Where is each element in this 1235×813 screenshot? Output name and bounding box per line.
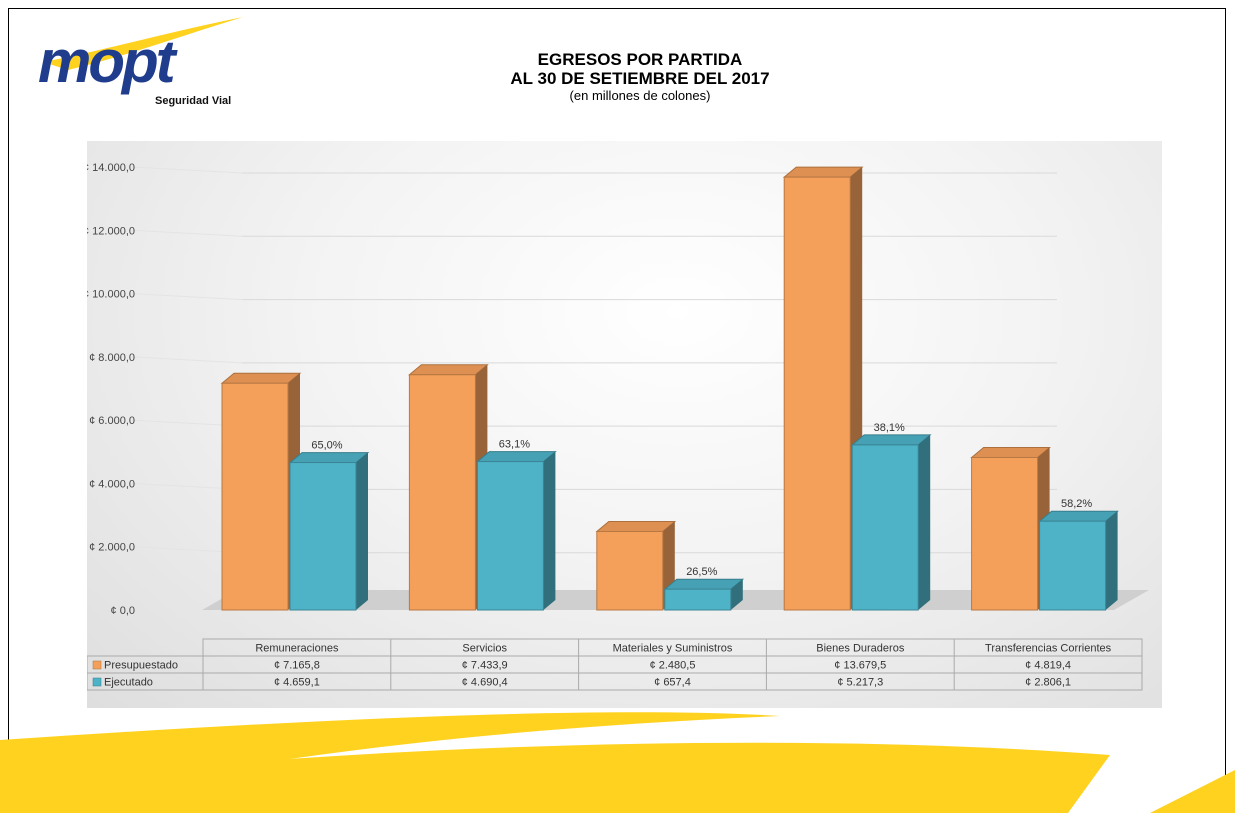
data-table-cell: ¢ 4.690,4 [462, 677, 508, 689]
bar-ejecutado [1039, 520, 1107, 611]
y-tick-label: ¢ 6.000,0 [89, 415, 135, 427]
chart-title-block: EGRESOS POR PARTIDA AL 30 DE SETIEMBRE D… [380, 50, 900, 104]
legend-swatch-ejecutado [92, 677, 102, 687]
bar-top-ejecutado [663, 578, 745, 590]
bar-top-ejecutado [288, 452, 370, 464]
x-category-label: Bienes Duraderos [816, 643, 905, 655]
bar-ejecutado [664, 588, 732, 611]
x-category-label: Materiales y Suministros [613, 643, 733, 655]
legend-label-ejecutado: Ejecutado [104, 677, 153, 689]
execution-pct-label: 38,1% [874, 422, 905, 434]
data-table-cell: ¢ 4.819,4 [1025, 660, 1071, 672]
execution-pct-label: 58,2% [1061, 498, 1092, 510]
slide-frame [8, 8, 1226, 812]
bar-presupuestado [408, 374, 476, 611]
y-tick-label: ¢ 2.000,0 [89, 542, 135, 554]
data-table-cell: ¢ 4.659,1 [274, 677, 320, 689]
x-category-label: Servicios [462, 643, 507, 655]
logo-subtext: Seguridad Vial [155, 95, 231, 107]
data-table-cell: ¢ 7.165,8 [274, 660, 320, 672]
x-category-label: Transferencias Corrientes [985, 643, 1112, 655]
yellow-swoosh-main [0, 712, 780, 813]
yellow-swoosh-right [1150, 770, 1235, 813]
bar-side-ejecutado [918, 434, 931, 610]
bar-ejecutado [476, 461, 544, 611]
logo-swoosh [43, 17, 243, 70]
bar-top-ejecutado [476, 451, 557, 463]
y-tick-label: ¢ 0,0 [111, 605, 135, 617]
bar-top-presupuestado [782, 166, 864, 178]
y-tick-label: ¢ 8.000,0 [89, 352, 135, 364]
legend-label-presupuestado: Presupuestado [104, 660, 178, 672]
bar-side-ejecutado [356, 452, 368, 610]
bar-side-ejecutado [543, 451, 556, 610]
bar-presupuestado [971, 457, 1039, 611]
bar-ejecutado [289, 462, 357, 611]
logo-text: mopt [38, 28, 179, 95]
bar-top-presupuestado [220, 372, 302, 384]
chart-subtitle: (en millones de colones) [569, 88, 711, 103]
chart-title-line-1: EGRESOS POR PARTIDA [537, 50, 743, 69]
chart-title-line-2: AL 30 DE SETIEMBRE DEL 2017 [510, 69, 770, 88]
gridline-diagonal [131, 229, 243, 237]
execution-pct-label: 63,1% [499, 439, 530, 451]
gridline-diagonal [131, 293, 243, 301]
data-table-cell: ¢ 13.679,5 [834, 660, 886, 672]
bar-top-ejecutado [1038, 510, 1119, 522]
y-tick-label: ¢ 14.000,0 [87, 162, 135, 174]
gridline-diagonal [131, 166, 243, 174]
bar-top-presupuestado [595, 521, 677, 533]
execution-pct-label: 26,5% [686, 566, 717, 578]
yellow-swoosh-band [0, 712, 1235, 813]
mopt-logo: mopt Seguridad Vial [38, 17, 243, 107]
bar-top-ejecutado [850, 434, 932, 446]
bar-presupuestado [783, 176, 851, 611]
x-category-label: Remuneraciones [255, 643, 339, 655]
bar-side-ejecutado [730, 579, 743, 610]
bar-top-presupuestado [970, 447, 1051, 459]
bar-presupuestado [596, 531, 664, 611]
data-table-cell: ¢ 2.480,5 [650, 660, 696, 672]
chart-panel: ¢ 0,0 ¢ 2.000,0 ¢ 4.000,0 ¢ 6.000,0 ¢ 8.000,… [87, 141, 1162, 708]
data-table-cell: ¢ 5.217,3 [837, 677, 883, 689]
chart-canvas: ¢ 0,0 ¢ 2.000,0 ¢ 4.000,0 ¢ 6.000,0 ¢ 8.000,… [87, 162, 1149, 691]
legend-swatch-presupuestado [92, 660, 102, 670]
y-tick-label: ¢ 4.000,0 [89, 478, 135, 490]
bar-presupuestado [221, 382, 289, 611]
y-tick-label: ¢ 10.000,0 [87, 289, 135, 301]
data-table-cell: ¢ 7.433,9 [462, 660, 508, 672]
execution-pct-label: 65,0% [311, 440, 342, 452]
gridline-diagonal [131, 356, 243, 364]
data-table-cell: ¢ 657,4 [654, 677, 691, 689]
y-tick-label: ¢ 12.000,0 [87, 225, 135, 237]
yellow-swoosh-wide [0, 742, 1110, 813]
data-table-cell: ¢ 2.806,1 [1025, 677, 1071, 689]
bar-ejecutado [851, 444, 919, 611]
bar-side-ejecutado [1105, 511, 1118, 610]
bar-top-presupuestado [408, 364, 489, 376]
